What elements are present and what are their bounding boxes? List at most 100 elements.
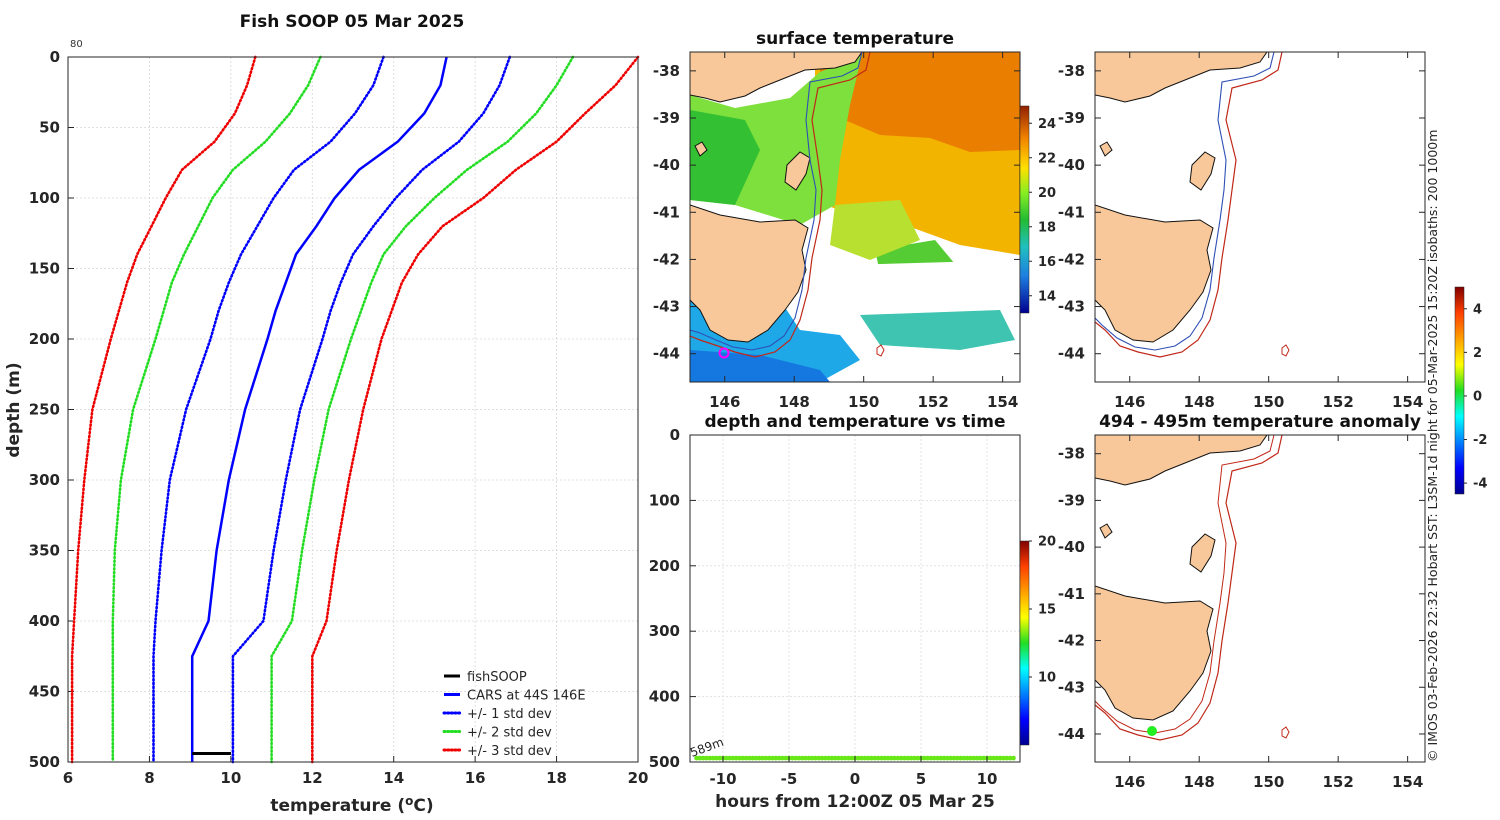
colorbar-tick-label: 0 [1473, 389, 1482, 404]
time-point [813, 755, 818, 761]
map-xtick-label: 154 [1392, 773, 1423, 791]
profile-xtick-label: 16 [465, 769, 486, 787]
time-point [862, 755, 868, 761]
sst-patch-mid [830, 200, 920, 260]
sst-seamount [876, 344, 885, 357]
time-xlabel: hours from 12:00Z 05 Mar 25 [715, 792, 995, 812]
time-point [707, 755, 713, 761]
time-point [737, 755, 742, 761]
profile-series--3-std-dev [70, 55, 257, 764]
time-point [829, 755, 835, 761]
time-title: depth and temperature vs time [705, 412, 1006, 432]
colorbar-tick-label: 20 [1038, 535, 1056, 550]
iso-isobath-1000 [1095, 52, 1283, 358]
profile-corner-label: 80 [70, 39, 83, 50]
map-ytick-label: -44 [1058, 725, 1085, 743]
anom-land-king-island [1099, 523, 1113, 539]
time-point [971, 755, 977, 761]
map-xtick-label: 154 [987, 393, 1018, 411]
time-point [1007, 755, 1013, 761]
anomaly-ticks: 146 148 150 152 154 -38 -39 -40 -41 -42 -43 -44 [1058, 435, 1425, 791]
map-xtick-label: 152 [1323, 773, 1354, 791]
time-point [839, 755, 845, 761]
time-point [710, 755, 716, 761]
isobath-ticks: 146 148 150 152 154 -38 -39 -40 -41 -42 -43 -44 [1058, 52, 1425, 411]
map-xtick-label: 150 [1253, 393, 1284, 411]
time-point [865, 755, 871, 761]
time-point [806, 755, 812, 761]
anom-isobath-1000 [1095, 435, 1283, 741]
legend-label: +/- 1 std dev [467, 707, 552, 722]
map-xtick-label: 150 [1253, 773, 1284, 791]
profile-xtick-label: 12 [302, 769, 323, 787]
profile-ytick-label: 150 [29, 260, 60, 278]
time-point [921, 755, 927, 761]
time-point [756, 755, 762, 761]
profile-xtick-label: 18 [546, 769, 567, 787]
time-point [822, 755, 828, 761]
anomaly-axes-frame [1094, 434, 1426, 763]
anom-seamount [1281, 726, 1290, 739]
time-point [968, 755, 973, 761]
time-point [987, 755, 993, 761]
time-grid [690, 434, 1020, 763]
time-point [799, 755, 805, 761]
time-point [994, 755, 1000, 761]
time-point [908, 755, 914, 761]
profile-ytick-label: 400 [29, 612, 60, 630]
sst-hot-core [820, 52, 1020, 152]
map-ytick-label: -38 [1058, 62, 1085, 80]
time-point [836, 755, 841, 761]
time-point [1004, 755, 1010, 761]
time-point [753, 755, 759, 761]
time-point [938, 755, 944, 761]
profile-ytick-label: 450 [29, 683, 60, 701]
time-point [997, 755, 1003, 761]
map-ytick-label: -40 [653, 156, 680, 174]
map-xtick-label: 152 [918, 393, 949, 411]
time-point [991, 755, 996, 761]
time-point [859, 755, 864, 761]
time-point [1011, 755, 1016, 761]
profile-xtick-label: 20 [628, 769, 649, 787]
sst-land-mainland [690, 52, 863, 103]
time-point [981, 755, 987, 761]
map-ytick-label: -42 [1058, 632, 1085, 650]
time-point [978, 755, 983, 761]
profile-xtick-label: 10 [220, 769, 241, 787]
profile-ytick-label: 350 [29, 542, 60, 560]
time-point [912, 755, 917, 761]
time-point [803, 755, 808, 761]
time-point [796, 755, 802, 761]
profile-ytick-label: 100 [29, 189, 60, 207]
colorbar-tick-label: 22 [1038, 151, 1056, 166]
time-point [704, 755, 709, 761]
colorbar-tick-label: 16 [1038, 255, 1056, 270]
time-point [766, 755, 772, 761]
time-point [783, 755, 789, 761]
time-point [793, 755, 798, 761]
map-ytick-label: -39 [1058, 491, 1085, 509]
sst-title: surface temperature [756, 29, 954, 49]
time-colorbar [1019, 540, 1030, 746]
iso-isobath-200 [1095, 52, 1275, 351]
time-point [776, 755, 782, 761]
time-point [819, 755, 825, 761]
map-xtick-label: 146 [1114, 393, 1145, 411]
map-ytick-label: -43 [1058, 298, 1085, 316]
map-ytick-label: -41 [1058, 585, 1085, 603]
time-point [740, 755, 746, 761]
time-point [905, 755, 911, 761]
time-point [925, 755, 930, 761]
iso-land-flinders [1189, 151, 1216, 191]
colorbar-tick-label: 20 [1038, 186, 1056, 201]
time-point [931, 755, 937, 761]
time-point [826, 755, 831, 761]
map-ytick-label: -38 [653, 62, 680, 80]
time-ytick-label: 500 [649, 753, 680, 771]
map-xtick-label: 150 [848, 393, 879, 411]
figure-title: Fish SOOP 05 Mar 2025 [240, 12, 465, 32]
time-point [882, 755, 888, 761]
colorbar-tick-label: -4 [1473, 477, 1487, 492]
